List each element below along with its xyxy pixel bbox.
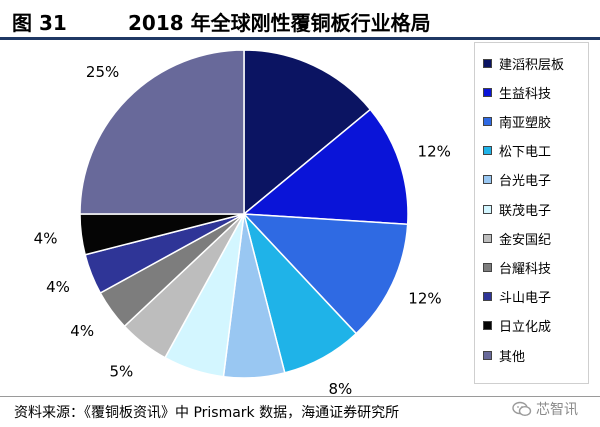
pie-label-8: 4% (70, 322, 94, 340)
pie-label-11: 25% (86, 63, 119, 81)
legend-item-4: 松下电工 (483, 142, 551, 160)
legend-label: 日立化成 (499, 320, 552, 336)
legend-item-6: 联茂电子 (483, 200, 552, 219)
legend-swatch (483, 292, 492, 302)
legend-swatch (483, 116, 492, 126)
legend-label: 斗山电子 (499, 291, 552, 307)
watermark: 芯智讯 (512, 399, 578, 419)
legend-swatch (483, 204, 492, 214)
pie-label-6: 6% (170, 395, 194, 396)
legend-label: 建滔积层板 (499, 57, 565, 73)
legend-label: 联茂电子 (499, 203, 552, 219)
chart-title: 2018 年全球刚性覆铜板行业格局 (128, 11, 431, 35)
pie-label-4: 8% (328, 380, 352, 396)
legend: 建滔积层板生益科技南亚塑胶松下电工台光电子联茂电子金安国纪台耀科技斗山电子日立化… (474, 42, 589, 384)
pie-label-1: 14% (312, 40, 345, 42)
footer-divider (0, 396, 600, 397)
legend-label: 台耀科技 (499, 261, 552, 277)
pie-slice-11 (79, 49, 245, 215)
pie-slice-1 (243, 49, 372, 216)
pie-labels: 14%12%12%8%6%6%5%4%4%4%25% (34, 40, 451, 396)
wechat-icon (512, 401, 532, 417)
legend-item-3: 南亚塑胶 (483, 112, 552, 131)
legend-item-1: 建滔积层板 (483, 54, 565, 73)
legend-label: 生益科技 (499, 86, 552, 102)
watermark-text: 芯智讯 (536, 402, 578, 418)
header-divider (0, 37, 600, 40)
legend-swatch (483, 175, 492, 185)
legend-item-2: 生益科技 (483, 83, 552, 102)
legend-label: 其他 (499, 349, 526, 365)
figure-label: 图 31 (12, 11, 67, 35)
legend-swatch (483, 146, 492, 156)
legend-item-10: 日立化成 (483, 317, 551, 335)
legend-label: 南亚塑胶 (499, 115, 552, 131)
pie-chart: 14%12%12%8%6%6%5%4%4%4%25% (34, 40, 451, 396)
legend-swatch (483, 87, 492, 97)
legend-item-7: 金安国纪 (483, 229, 552, 248)
source-note: 资料来源：《覆铜板资讯》中 Prismark 数据，海通证券研究所 (14, 405, 400, 421)
legend-swatch (483, 262, 492, 272)
pie-slice-3 (242, 213, 409, 335)
legend-swatch (483, 58, 492, 68)
pie-label-2: 12% (418, 143, 451, 161)
legend-swatch (483, 321, 492, 331)
legend-label: 松下电工 (499, 145, 552, 161)
legend-label: 金安国纪 (499, 232, 552, 248)
pie-label-10: 4% (34, 230, 58, 248)
legend-item-5: 台光电子 (483, 171, 551, 189)
chart-area: 14%12%12%8%6%6%5%4%4%4%25% (0, 40, 600, 396)
figure-header: 图 31 2018 年全球刚性覆铜板行业格局 (0, 0, 600, 40)
pie-label-3: 12% (408, 290, 441, 308)
pie-slices (79, 49, 409, 379)
legend-item-9: 斗山电子 (483, 288, 551, 306)
pie-label-9: 4% (46, 278, 70, 296)
legend-swatch (483, 233, 492, 243)
legend-swatch (483, 350, 492, 360)
legend-label: 台光电子 (499, 174, 552, 190)
legend-item-8: 台耀科技 (483, 258, 552, 277)
pie-slice-2 (242, 108, 409, 226)
legend-item-11: 其他 (483, 346, 526, 365)
pie-label-7: 5% (110, 363, 134, 381)
